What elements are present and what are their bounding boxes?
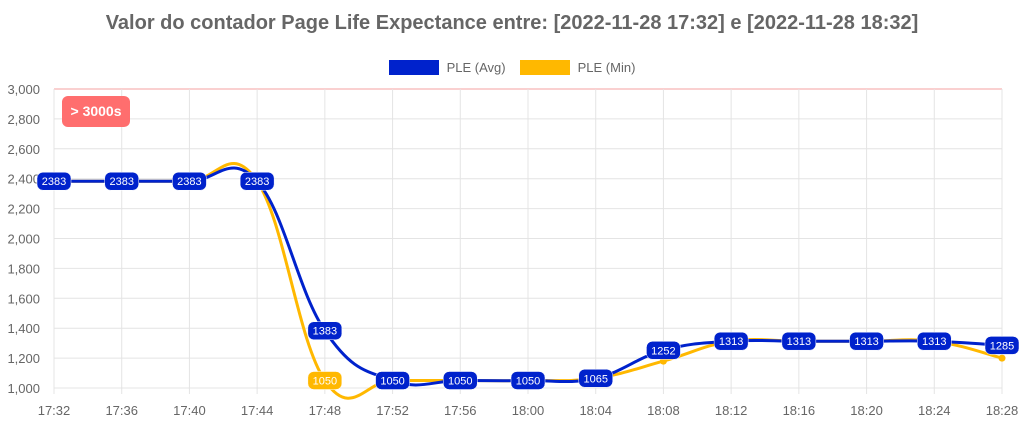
- y-tick-label: 2,000: [7, 232, 40, 247]
- data-label-avg-box: [443, 371, 478, 390]
- data-label-avg-box: [984, 336, 1020, 355]
- data-point-min: [998, 354, 1006, 362]
- data-label-min: 1050: [313, 376, 337, 388]
- x-tick-label: 18:24: [918, 403, 951, 418]
- legend-item-avg[interactable]: PLE (Avg): [388, 60, 506, 75]
- data-label-avg: 1313: [922, 336, 946, 348]
- x-tick-label: 18:08: [647, 403, 680, 418]
- y-tick-label: 2,600: [7, 142, 40, 157]
- data-label-avg-box: [917, 331, 952, 351]
- x-tick-label: 18:28: [986, 403, 1019, 418]
- x-tick-label: 17:36: [105, 403, 138, 418]
- data-label-avg: 1383: [313, 326, 337, 338]
- data-label-avg: 1285: [990, 340, 1014, 352]
- x-tick-label: 18:12: [715, 403, 748, 418]
- data-label-avg: 2383: [245, 176, 269, 188]
- x-tick-label: 17:48: [309, 403, 342, 418]
- x-tick-label: 17:56: [444, 403, 477, 418]
- x-tick-label: 18:20: [850, 403, 883, 418]
- legend-swatch-avg: [388, 60, 439, 75]
- legend-label-avg: PLE (Avg): [446, 60, 506, 75]
- x-tick-label: 17:44: [241, 403, 274, 418]
- data-label-avg-box: [307, 321, 343, 340]
- data-label-avg-box: [239, 171, 275, 191]
- x-tick-label: 17:32: [38, 403, 71, 418]
- x-tick-label: 18:16: [783, 403, 816, 418]
- data-label-avg: 1313: [787, 336, 811, 348]
- x-tick-label: 17:52: [376, 403, 409, 418]
- data-label-avg-box: [510, 371, 546, 390]
- y-tick-label: 1,600: [7, 291, 40, 306]
- data-label-avg-box: [375, 371, 410, 390]
- legend-label-min: PLE (Min): [577, 60, 636, 75]
- y-tick-label: 2,400: [7, 172, 40, 187]
- data-label-avg-box: [713, 331, 749, 351]
- data-label-avg-box: [172, 171, 207, 191]
- y-tick-label: 1,200: [7, 351, 40, 366]
- x-tick-label: 18:04: [579, 403, 612, 418]
- y-tick-label: 1,000: [7, 381, 40, 396]
- x-tick-label: 18:00: [512, 403, 545, 418]
- data-label-avg-box: [781, 331, 817, 351]
- data-label-avg: 2383: [42, 176, 66, 188]
- data-label-avg: 1065: [583, 373, 607, 385]
- y-tick-label: 1,400: [7, 321, 40, 336]
- data-label-avg: 1313: [719, 336, 743, 348]
- data-label-avg-box: [849, 331, 884, 351]
- data-label-avg-box: [578, 369, 613, 388]
- threshold-label: > 3000s: [71, 103, 122, 119]
- x-tick-label: 17:40: [173, 403, 206, 418]
- legend: PLE (Avg) PLE (Min): [0, 60, 1024, 75]
- y-tick-label: 1,800: [7, 261, 40, 276]
- data-label-avg: 1313: [854, 336, 878, 348]
- data-label-avg-box: [646, 341, 681, 360]
- data-label-avg: 1050: [516, 376, 540, 388]
- data-label-avg: 1050: [380, 376, 404, 388]
- y-tick-label: 2,800: [7, 112, 40, 127]
- legend-item-min[interactable]: PLE (Min): [519, 60, 636, 75]
- data-label-avg: 2383: [177, 176, 201, 188]
- chart-title: Valor do contador Page Life Expectance e…: [105, 12, 919, 34]
- series-line-avg: [53, 166, 1003, 387]
- data-label-min-box: [307, 371, 343, 390]
- data-label-avg-box: [104, 171, 139, 191]
- data-label-avg-box: [36, 171, 72, 191]
- data-label-avg: 1252: [651, 345, 675, 357]
- data-label-avg: 1050: [448, 376, 472, 388]
- data-label-avg: 2383: [109, 176, 133, 188]
- y-tick-label: 2,200: [7, 202, 40, 217]
- threshold-badge: [62, 96, 130, 127]
- y-tick-label: 3,000: [7, 82, 40, 97]
- legend-swatch-min: [519, 60, 570, 75]
